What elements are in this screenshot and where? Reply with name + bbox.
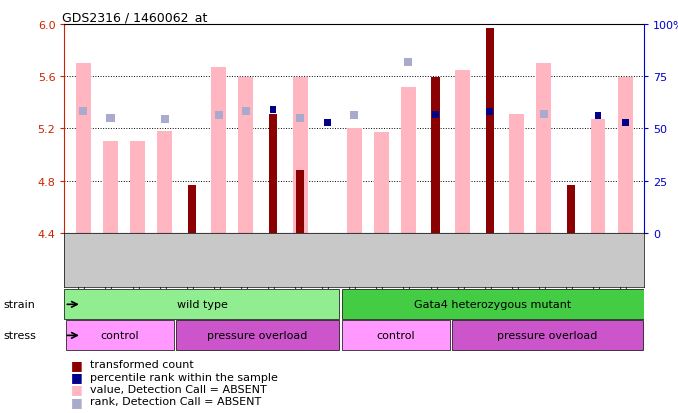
- Bar: [270, 106, 277, 114]
- Bar: [324, 119, 331, 126]
- Text: control: control: [376, 330, 415, 341]
- Bar: [595, 113, 601, 120]
- Text: percentile rank within the sample: percentile rank within the sample: [90, 372, 278, 382]
- Bar: [342, 290, 644, 320]
- Bar: [296, 115, 304, 123]
- Bar: [404, 59, 412, 66]
- Bar: [486, 109, 493, 116]
- Text: ■: ■: [71, 395, 83, 408]
- Bar: [76, 64, 91, 233]
- Text: rank, Detection Call = ABSENT: rank, Detection Call = ABSENT: [90, 396, 262, 406]
- Bar: [64, 290, 339, 320]
- Text: GDS2316 / 1460062_at: GDS2316 / 1460062_at: [62, 11, 207, 24]
- Text: ■: ■: [71, 358, 83, 371]
- Bar: [106, 115, 115, 123]
- Bar: [485, 28, 494, 233]
- Bar: [622, 119, 629, 126]
- Bar: [176, 320, 339, 350]
- Text: Gata4 heterozygous mutant: Gata4 heterozygous mutant: [414, 299, 571, 310]
- Text: transformed count: transformed count: [90, 359, 194, 369]
- Bar: [509, 115, 524, 233]
- Text: control: control: [100, 330, 139, 341]
- Bar: [401, 88, 416, 233]
- Bar: [296, 171, 304, 233]
- Text: ■: ■: [71, 370, 83, 383]
- Bar: [431, 78, 439, 233]
- Text: wild type: wild type: [177, 299, 228, 310]
- Bar: [351, 112, 358, 120]
- Text: pressure overload: pressure overload: [207, 330, 308, 341]
- Bar: [239, 78, 254, 233]
- Bar: [242, 108, 250, 116]
- Bar: [157, 132, 172, 233]
- Bar: [269, 115, 277, 233]
- Bar: [188, 185, 196, 233]
- Bar: [567, 185, 575, 233]
- Bar: [618, 78, 633, 233]
- Bar: [452, 320, 643, 350]
- Bar: [540, 111, 548, 119]
- Bar: [103, 142, 118, 233]
- Bar: [66, 320, 174, 350]
- Bar: [212, 68, 226, 233]
- Text: ■: ■: [71, 382, 83, 396]
- Text: pressure overload: pressure overload: [497, 330, 598, 341]
- Bar: [293, 78, 308, 233]
- Bar: [342, 320, 450, 350]
- Bar: [536, 64, 551, 233]
- Bar: [374, 133, 388, 233]
- Bar: [79, 108, 87, 116]
- Bar: [591, 120, 605, 233]
- Bar: [431, 112, 439, 120]
- Bar: [347, 129, 361, 233]
- Bar: [432, 112, 439, 119]
- Bar: [130, 142, 145, 233]
- Bar: [215, 112, 223, 120]
- Text: value, Detection Call = ABSENT: value, Detection Call = ABSENT: [90, 384, 267, 394]
- Text: stress: stress: [3, 330, 36, 340]
- Bar: [455, 70, 470, 233]
- Text: strain: strain: [3, 299, 35, 309]
- Bar: [161, 116, 169, 124]
